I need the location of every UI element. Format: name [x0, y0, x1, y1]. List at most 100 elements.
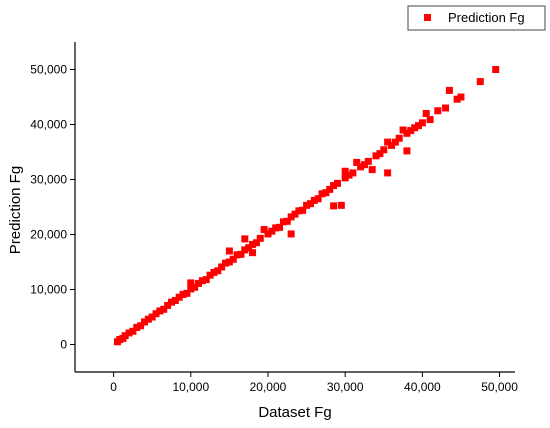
data-point	[399, 126, 407, 134]
data-point	[476, 78, 484, 86]
x-tick-label: 20,000	[250, 380, 287, 394]
data-point	[445, 86, 453, 94]
data-point	[260, 226, 268, 234]
data-point	[225, 258, 233, 266]
data-point	[148, 313, 156, 321]
data-point	[210, 268, 218, 276]
data-point	[249, 249, 257, 257]
data-point	[364, 157, 372, 165]
data-point	[372, 152, 380, 160]
data-point	[171, 297, 179, 304]
data-point	[241, 246, 249, 254]
axes	[74, 42, 515, 373]
data-point	[252, 239, 260, 247]
data-point	[380, 146, 388, 154]
y-tick-label: 30,000	[30, 173, 67, 187]
data-point	[333, 179, 341, 187]
data-point	[384, 169, 392, 177]
data-point	[299, 206, 307, 214]
data-point	[229, 255, 237, 263]
data-point	[318, 190, 326, 198]
data-point	[218, 263, 226, 271]
data-point	[179, 290, 187, 298]
data-point	[368, 166, 376, 174]
data-point	[418, 119, 426, 127]
data-point	[403, 147, 411, 155]
data-point	[360, 161, 368, 169]
data-point	[291, 210, 299, 218]
data-point	[341, 167, 349, 175]
data-point	[133, 323, 141, 331]
data-point	[237, 250, 245, 258]
data-point	[453, 95, 461, 103]
data-point	[187, 279, 195, 287]
data-point	[276, 223, 284, 231]
data-point	[264, 230, 272, 238]
legend: Prediction Fg	[407, 5, 546, 31]
data-point	[225, 247, 233, 255]
data-point	[140, 318, 148, 326]
data-point	[349, 169, 357, 177]
data-point	[279, 218, 287, 226]
data-point	[353, 158, 361, 166]
x-tick-label: 40,000	[404, 380, 441, 394]
data-point	[202, 276, 210, 284]
x-tick-label: 50,000	[481, 380, 518, 394]
data-point	[387, 141, 395, 149]
data-point	[198, 277, 206, 285]
data-point	[144, 315, 152, 323]
data-point	[137, 322, 145, 330]
data-point	[322, 189, 330, 197]
y-tick-label: 10,000	[30, 283, 67, 297]
data-point	[426, 116, 434, 124]
data-point	[357, 163, 365, 171]
data-point	[287, 230, 295, 238]
y-tick-label: 50,000	[30, 63, 67, 77]
data-point	[191, 283, 199, 291]
data-point	[167, 298, 175, 306]
data-point	[152, 310, 160, 318]
data-point	[326, 185, 334, 193]
data-point	[411, 124, 419, 132]
data-point	[303, 201, 311, 209]
data-point	[314, 195, 322, 203]
data-points	[113, 66, 500, 346]
data-point	[241, 235, 249, 243]
data-point	[407, 127, 415, 135]
data-point	[195, 279, 203, 287]
data-point	[391, 138, 399, 146]
data-point	[214, 267, 222, 275]
data-point	[337, 201, 345, 209]
y-tick-label: 0	[60, 338, 67, 352]
data-point	[376, 150, 384, 158]
x-ticks: 0 10,000 20,000 30,000 40,000 50,000	[110, 372, 518, 394]
data-point	[233, 251, 241, 259]
x-tick-label: 30,000	[327, 380, 364, 394]
data-point	[175, 293, 183, 301]
data-point	[395, 134, 403, 142]
y-axis-title: Prediction Fg	[7, 166, 24, 254]
legend-marker	[424, 14, 431, 21]
data-point	[164, 301, 172, 309]
data-point	[160, 305, 168, 313]
data-point	[249, 240, 257, 248]
data-point	[330, 182, 338, 190]
data-point	[415, 122, 423, 130]
data-point	[187, 285, 195, 293]
data-point	[306, 200, 314, 208]
y-ticks: 0 10,000 20,000 30,000 40,000 50,000	[30, 63, 75, 352]
x-tick-label: 0	[110, 380, 117, 394]
data-point	[384, 138, 392, 146]
x-tick-label: 10,000	[172, 380, 209, 394]
data-point	[295, 207, 303, 215]
data-point	[287, 213, 295, 221]
data-point	[330, 202, 338, 210]
data-point	[434, 107, 442, 115]
data-point	[283, 217, 291, 225]
data-point	[206, 271, 214, 279]
data-point	[245, 244, 253, 252]
data-point	[156, 307, 164, 315]
data-point	[125, 329, 133, 337]
data-point	[129, 327, 137, 335]
data-point	[222, 259, 230, 267]
